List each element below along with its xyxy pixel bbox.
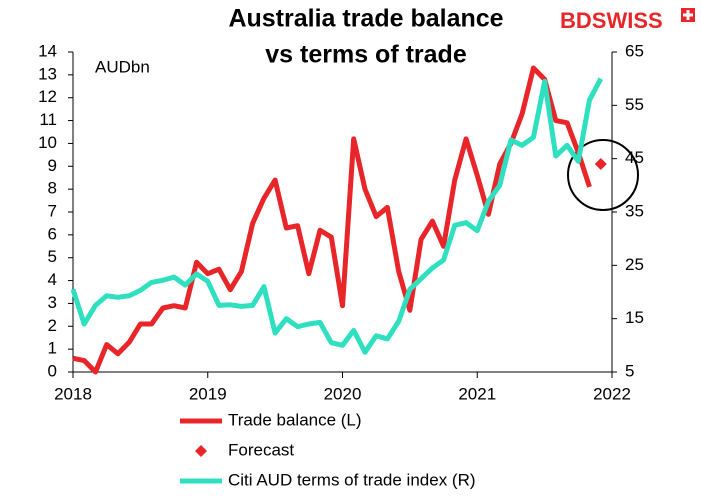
- logo: BDSWISS: [560, 8, 663, 33]
- y-tick-label: 5: [48, 247, 57, 266]
- y-tick-label: 8: [48, 179, 57, 198]
- x-tick-label: 2021: [458, 384, 496, 403]
- series-line: [70, 77, 604, 355]
- y2-tick-label: 25: [625, 255, 644, 274]
- y-tick-label: 12: [38, 87, 57, 106]
- y-tick-label: 3: [48, 293, 57, 312]
- y-tick-label: 7: [48, 201, 57, 220]
- y-tick-label: 6: [48, 224, 57, 243]
- y-tick-label: 10: [38, 133, 57, 152]
- y2-tick-label: 65: [625, 41, 644, 60]
- chart-title-line: Australia trade balance: [228, 5, 503, 33]
- y2-tick-label: 5: [625, 361, 634, 380]
- logo-cross: [683, 10, 693, 20]
- legend-label: Citi AUD terms of trade index (R): [228, 470, 476, 489]
- x-tick-label: 2020: [324, 384, 362, 403]
- y2-tick-label: 55: [625, 95, 644, 114]
- y2-tick-label: 15: [625, 308, 644, 327]
- y2-tick-label: 45: [625, 148, 644, 167]
- y-tick-label: 9: [48, 156, 57, 175]
- y-tick-label: 1: [48, 339, 57, 358]
- highlight-circle: [567, 139, 639, 211]
- x-tick-label: 2022: [593, 384, 631, 403]
- chart-title-line: vs terms of trade: [265, 41, 467, 69]
- y-tick-label: 14: [38, 41, 57, 60]
- forecast-marker: [594, 158, 607, 170]
- y-tick-label: 4: [48, 270, 57, 289]
- legend-swatch: [195, 445, 207, 457]
- legend-label: Forecast: [228, 440, 294, 459]
- x-tick-label: 2019: [189, 384, 227, 403]
- y2-tick-label: 35: [625, 201, 644, 220]
- y-tick-label: 13: [38, 64, 57, 83]
- x-tick-label: 2018: [54, 384, 92, 403]
- y-tick-label: 2: [48, 316, 57, 335]
- y-axis-label: AUDbn: [95, 57, 150, 76]
- y-tick-label: 0: [48, 361, 57, 380]
- y-tick-label: 11: [39, 110, 57, 129]
- legend-label: Trade balance (L): [228, 410, 362, 429]
- series-line: [72, 65, 592, 375]
